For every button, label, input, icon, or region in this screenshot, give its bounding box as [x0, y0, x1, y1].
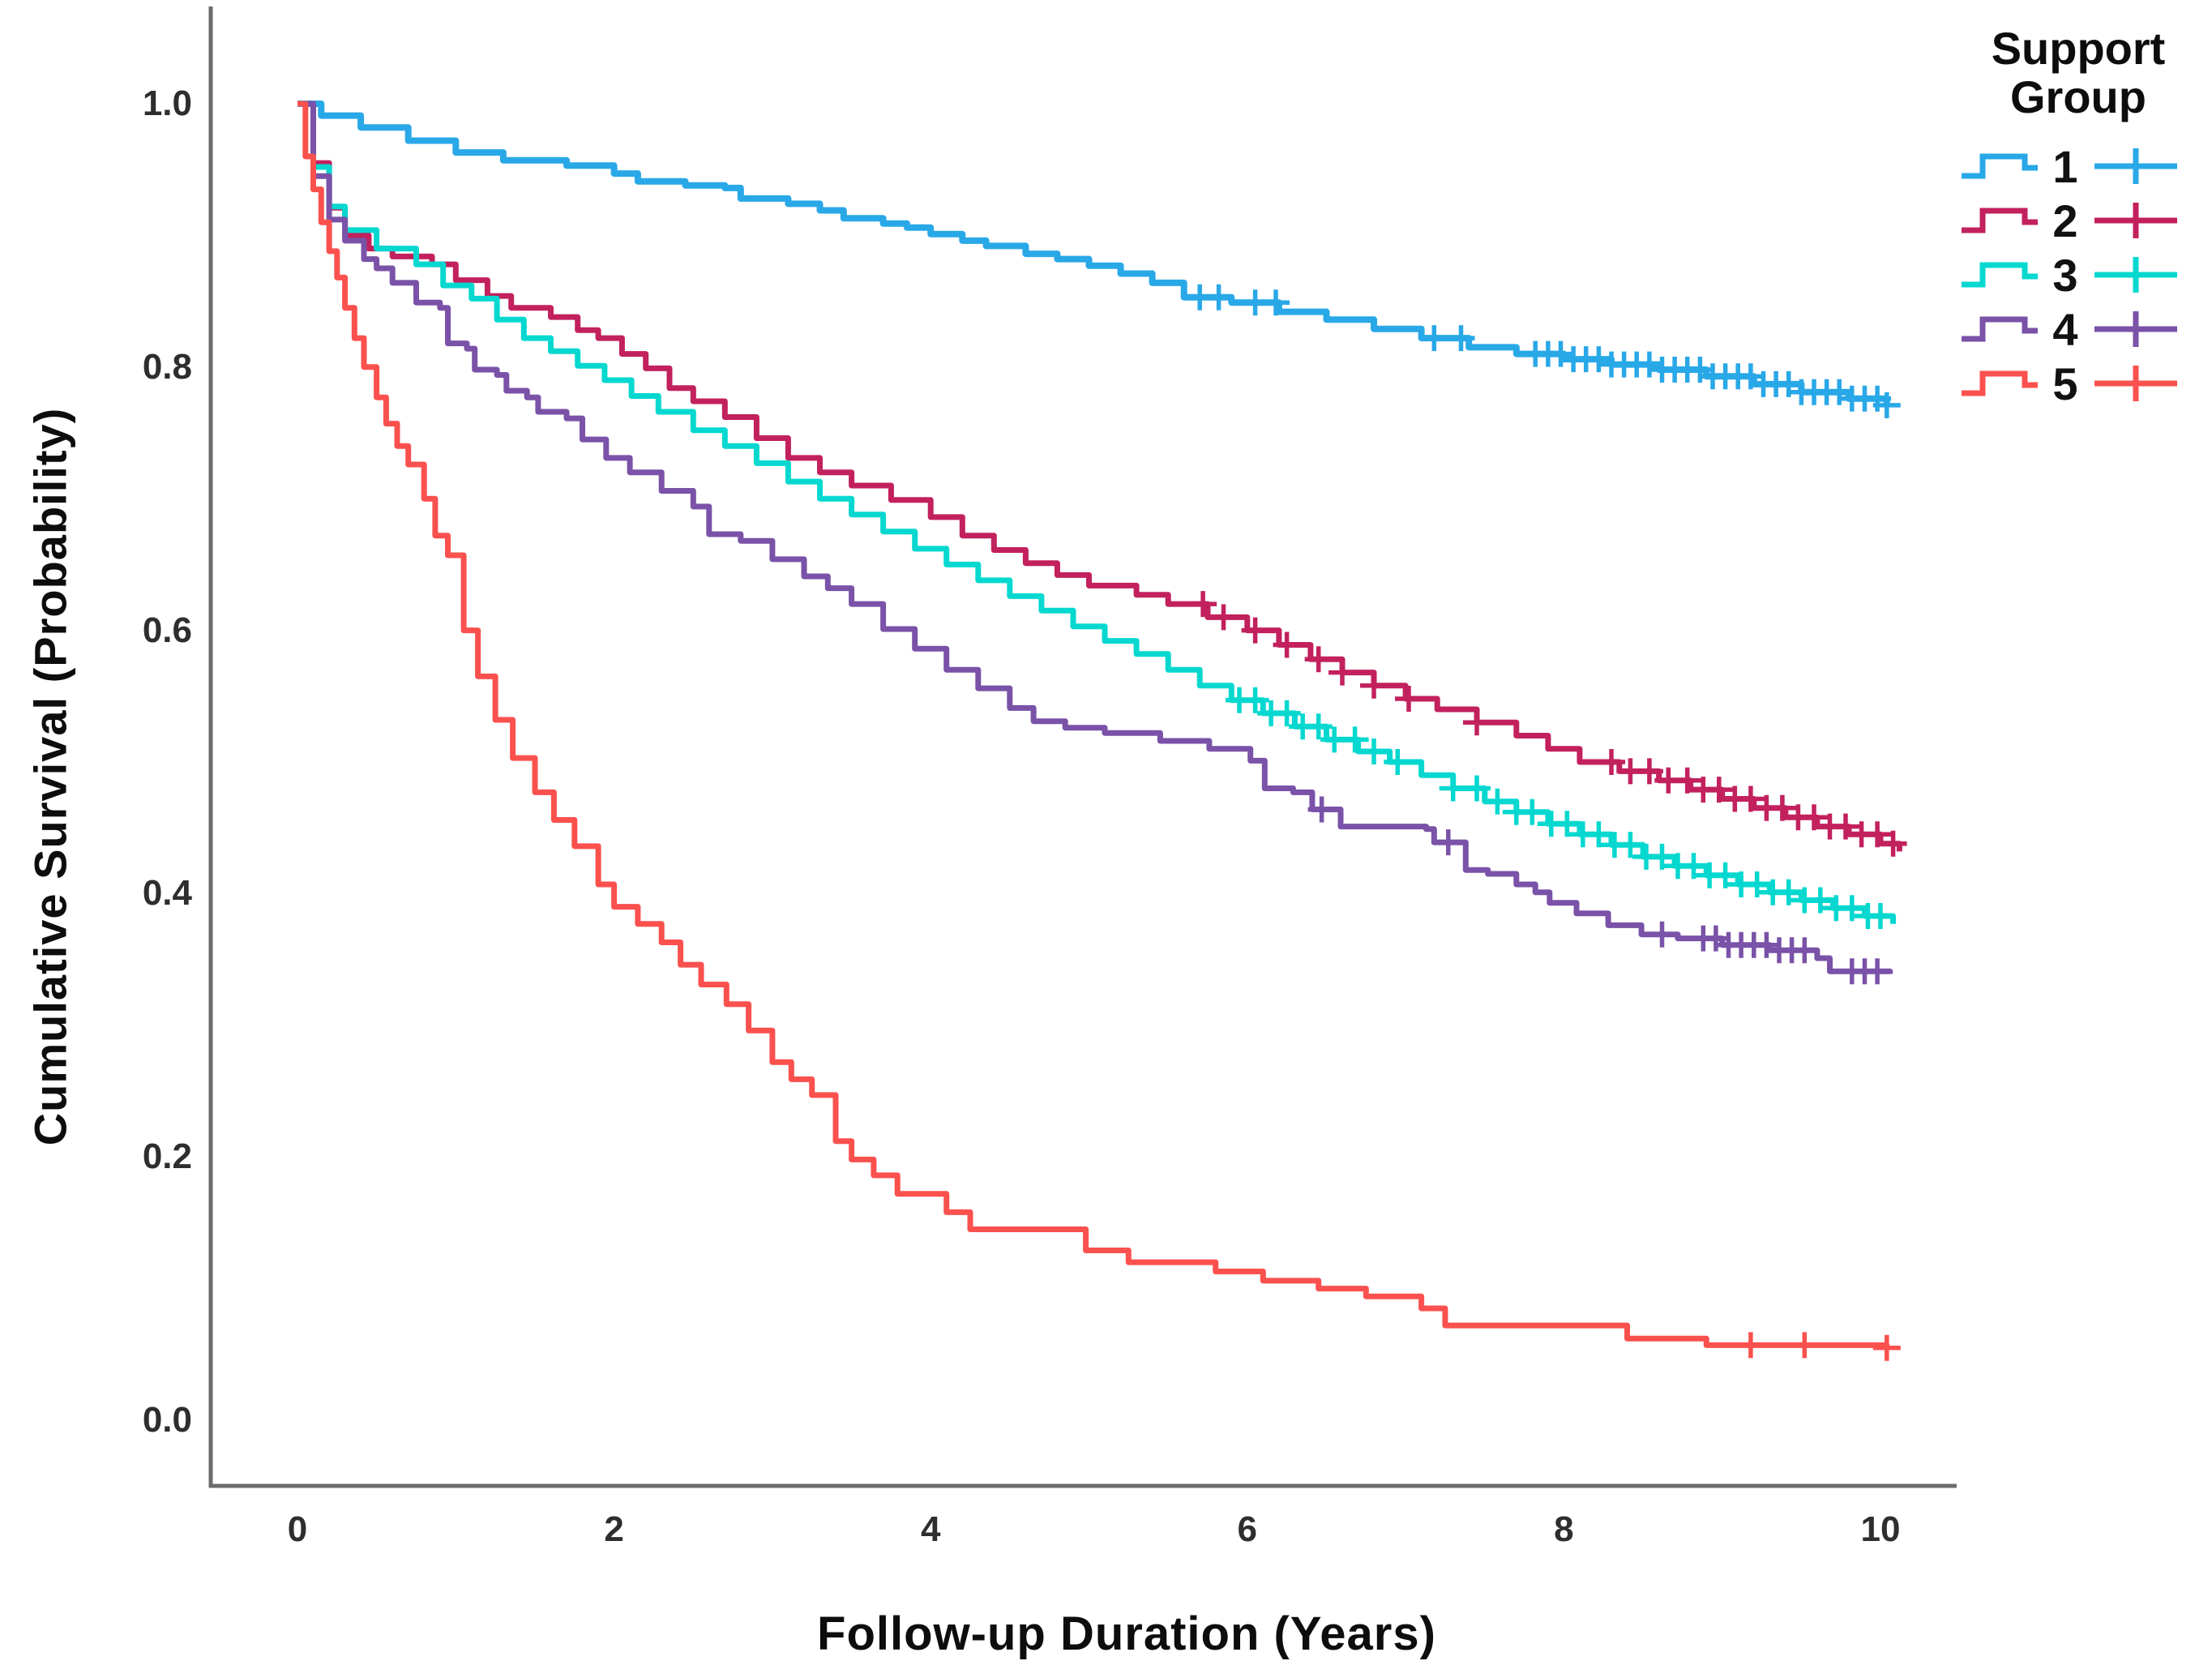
- censor-plus-icon: [2094, 148, 2177, 185]
- step-line-icon: [1962, 262, 2038, 288]
- legend-item-label: 2: [2052, 195, 2078, 246]
- legend-item-1: 1: [1952, 139, 2205, 194]
- y-tick-label-0.6: 0.6: [142, 610, 192, 650]
- x-tick-label-4: 4: [920, 1509, 941, 1549]
- legend-item-label: 4: [2052, 303, 2078, 355]
- step-line-icon: [1962, 370, 2038, 396]
- y-tick-label-0.8: 0.8: [142, 346, 192, 387]
- y-tick-label-0.0: 0.0: [142, 1400, 192, 1440]
- censor-plus-icon: [2094, 203, 2177, 239]
- series-1-censor-marks: [1186, 284, 1901, 418]
- y-tick-label-1.0: 1.0: [142, 83, 192, 123]
- series-4-curve: [297, 101, 1893, 974]
- legend-item-label: 3: [2052, 249, 2078, 301]
- series-2-curve: [297, 101, 1902, 852]
- y-tick-label-0.2: 0.2: [142, 1137, 192, 1177]
- censor-plus-icon: [2094, 257, 2177, 293]
- legend-item-4: 4: [1952, 302, 2205, 357]
- y-tick-label-0.4: 0.4: [142, 873, 192, 914]
- x-tick-label-6: 6: [1237, 1509, 1258, 1549]
- series-4-censor-marks: [1307, 796, 1892, 985]
- series-3-curve: [297, 101, 1897, 924]
- legend-item-5: 5: [1952, 357, 2205, 411]
- legend-item-2: 2: [1952, 194, 2205, 248]
- series-2-censor-marks: [1189, 591, 1907, 857]
- legend-item-label: 1: [2052, 140, 2078, 192]
- y-axis-title: Cumulative Survival (Probability): [24, 407, 76, 1146]
- legend-item-label: 5: [2052, 357, 2078, 409]
- step-line-icon: [1962, 316, 2038, 342]
- step-line-icon: [1962, 208, 2038, 233]
- series-5-curve: [297, 101, 1890, 1348]
- x-axis-title: Follow-up Duration (Years): [817, 1607, 1436, 1660]
- series-3-censor-marks: [1226, 687, 1894, 929]
- x-tick-label-8: 8: [1554, 1509, 1574, 1549]
- x-tick-label-0: 0: [287, 1509, 308, 1549]
- legend-title: Support Group: [1991, 23, 2166, 122]
- censor-plus-icon: [2094, 311, 2177, 348]
- x-tick-label-10: 10: [1860, 1509, 1901, 1549]
- step-line-icon: [1962, 153, 2038, 179]
- censor-plus-icon: [2094, 366, 2177, 402]
- x-tick-label-2: 2: [604, 1509, 624, 1549]
- series-5-censor-marks: [1736, 1332, 1901, 1361]
- legend-item-3: 3: [1952, 248, 2205, 302]
